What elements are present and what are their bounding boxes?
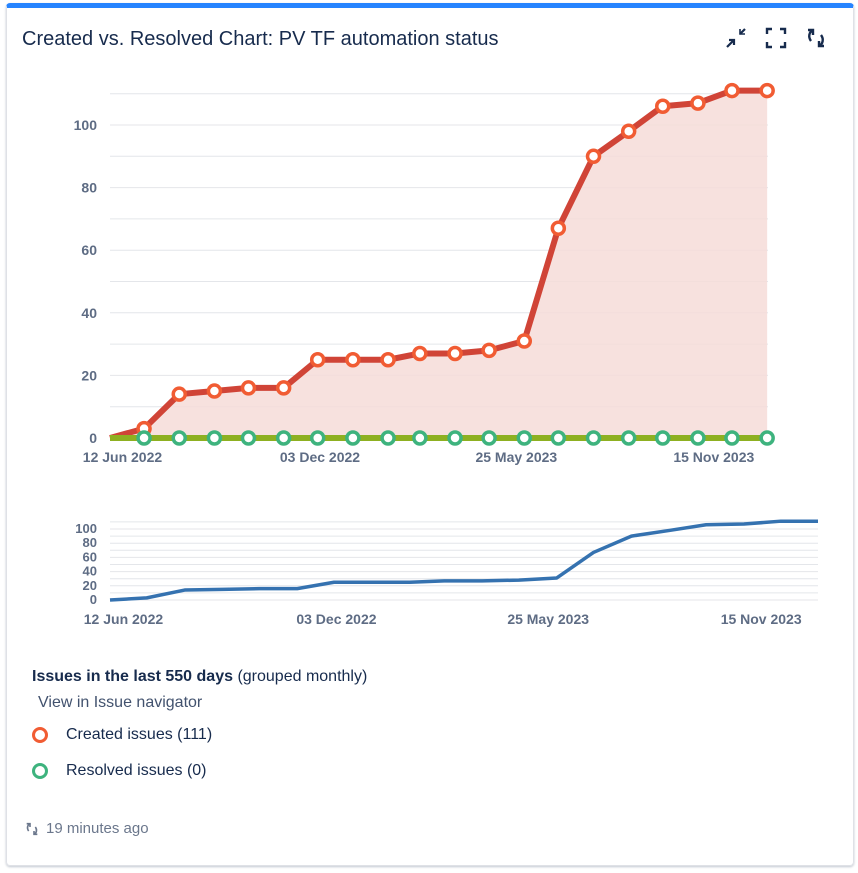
y-tick-label: 100 bbox=[75, 521, 97, 536]
resolved-point bbox=[447, 430, 463, 446]
created-marker-icon bbox=[32, 727, 48, 743]
resolved-point bbox=[550, 430, 567, 446]
created-point bbox=[759, 82, 775, 99]
resolved-marker-icon bbox=[32, 763, 48, 779]
created-point bbox=[380, 352, 396, 368]
resolved-point bbox=[654, 430, 671, 446]
created-point bbox=[345, 352, 361, 368]
resolved-point bbox=[275, 430, 292, 446]
resolved-point bbox=[206, 430, 223, 446]
created-point bbox=[171, 386, 187, 402]
created-point bbox=[275, 380, 292, 396]
created-point bbox=[412, 345, 428, 362]
x-tick-label: 03 Dec 2022 bbox=[296, 611, 376, 627]
y-tick-label: 0 bbox=[89, 430, 97, 446]
resolved-point bbox=[585, 430, 602, 446]
created-point bbox=[309, 352, 326, 368]
resolved-point bbox=[171, 430, 187, 446]
gadget-card bbox=[6, 3, 854, 866]
created-point bbox=[206, 383, 223, 399]
refresh-icon[interactable] bbox=[804, 26, 828, 50]
main-chart: 0 20 40 60 80 100 12 Jun 2022 03 Dec 2022 25 May… bbox=[74, 82, 775, 465]
x-tick-label: 15 Nov 2023 bbox=[673, 449, 754, 465]
created-point bbox=[654, 98, 671, 114]
last-updated: 19 minutes ago bbox=[24, 820, 149, 837]
resolved-point bbox=[516, 430, 533, 446]
y-tick-label: 60 bbox=[83, 549, 97, 564]
resolved-point bbox=[380, 430, 396, 446]
fullscreen-icon[interactable] bbox=[764, 26, 788, 50]
created-point bbox=[447, 345, 463, 362]
y-tick-label: 80 bbox=[83, 535, 97, 550]
resolved-point bbox=[690, 430, 706, 446]
resolved-point bbox=[412, 430, 428, 446]
created-point bbox=[481, 342, 497, 359]
created-area bbox=[110, 90, 768, 438]
x-tick-label: 25 May 2023 bbox=[507, 611, 589, 627]
overview-line bbox=[109, 519, 818, 602]
x-tick-label: 12 Jun 2022 bbox=[83, 449, 163, 465]
legend: Issues in the last 550 days (grouped mon… bbox=[32, 668, 367, 780]
created-point bbox=[550, 220, 567, 237]
created-point bbox=[690, 95, 706, 111]
created-point bbox=[620, 123, 637, 140]
minimize-icon[interactable] bbox=[724, 26, 748, 50]
y-tick-label: 60 bbox=[81, 242, 97, 258]
resolved-point bbox=[759, 430, 775, 446]
resolved-point bbox=[481, 430, 497, 446]
legend-title: Issues in the last 550 days (grouped mon… bbox=[32, 668, 368, 685]
y-tick-label: 0 bbox=[90, 592, 97, 607]
created-point bbox=[516, 333, 533, 349]
created-point bbox=[240, 380, 257, 396]
y-tick-label: 40 bbox=[81, 305, 97, 321]
x-tick-label: 25 May 2023 bbox=[475, 449, 557, 465]
legend-item-created[interactable]: Created issues (111) bbox=[32, 726, 367, 744]
created-point bbox=[724, 82, 740, 99]
x-tick-label: 12 Jun 2022 bbox=[84, 611, 164, 627]
created-point bbox=[585, 148, 602, 165]
legend-item-resolved[interactable]: Resolved issues (0) bbox=[32, 762, 367, 780]
resolved-point bbox=[345, 430, 361, 446]
y-tick-label: 40 bbox=[83, 564, 97, 579]
resolved-point bbox=[240, 430, 257, 446]
y-tick-label: 20 bbox=[83, 578, 97, 593]
y-tick-label: 20 bbox=[81, 367, 97, 383]
resolved-point bbox=[620, 430, 637, 446]
view-in-issue-navigator-link[interactable]: View in Issue navigator bbox=[38, 694, 203, 711]
resolved-point bbox=[136, 430, 152, 446]
gadget-title: Created vs. Resolved Chart: PV TF automa… bbox=[22, 28, 499, 50]
refresh-icon bbox=[26, 822, 38, 835]
y-tick-label: 100 bbox=[74, 117, 98, 133]
resolved-point bbox=[309, 430, 326, 446]
resolved-point bbox=[724, 430, 740, 446]
y-tick-label: 80 bbox=[81, 180, 97, 196]
x-tick-label: 03 Dec 2022 bbox=[280, 449, 360, 465]
x-tick-label: 15 Nov 2023 bbox=[721, 611, 802, 627]
